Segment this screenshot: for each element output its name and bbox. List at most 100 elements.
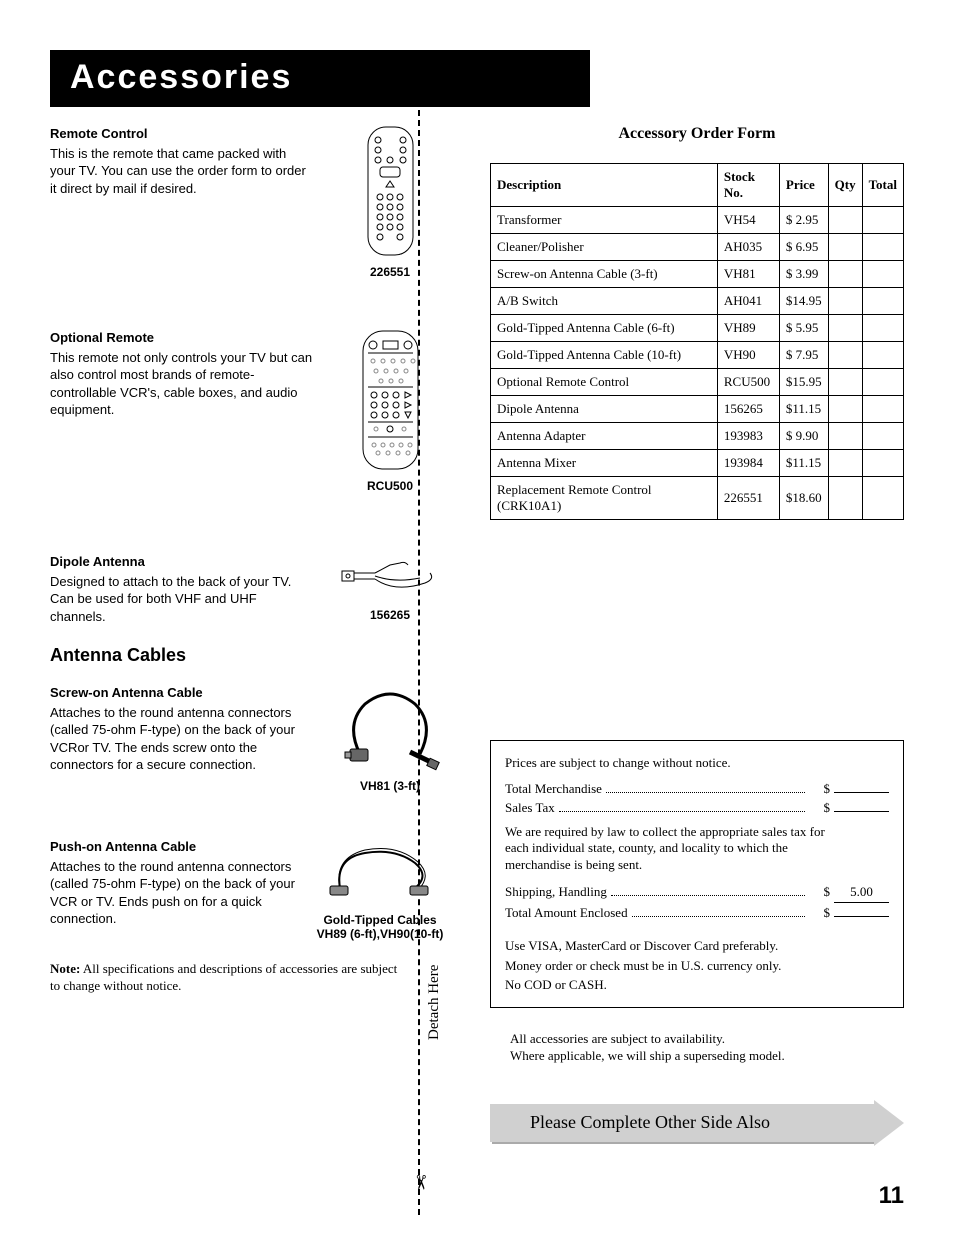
item-desc: Designed to attach to the back of your T…	[50, 573, 315, 626]
complete-other-side-banner: Please Complete Other Side Also	[490, 1100, 904, 1146]
row-label: Total Merchandise	[505, 779, 602, 799]
table-cell: Optional Remote Control	[491, 369, 718, 396]
table-row[interactable]: Gold-Tipped Antenna Cable (6-ft)VH89$ 5.…	[491, 315, 904, 342]
table-cell: 193984	[717, 450, 779, 477]
table-cell: Replacement Remote Control (CRK10A1)	[491, 477, 718, 520]
table-cell: $ 7.95	[779, 342, 828, 369]
cable-icon	[340, 684, 440, 774]
item-caption: VH81 (3-ft)	[330, 779, 450, 793]
table-cell: $ 5.95	[779, 315, 828, 342]
page-number: 11	[879, 1182, 904, 1210]
note-text: All specifications and descriptions of a…	[50, 961, 397, 993]
table-cell[interactable]	[862, 342, 903, 369]
table-cell[interactable]	[828, 369, 862, 396]
table-cell: 226551	[717, 477, 779, 520]
item-heading: Remote Control	[50, 125, 315, 143]
table-cell: $ 3.99	[779, 261, 828, 288]
remote-icon	[363, 125, 418, 260]
section-heading: Antenna Cables	[50, 645, 450, 666]
remote-icon	[358, 329, 423, 474]
table-row[interactable]: Dipole Antenna156265$11.15	[491, 396, 904, 423]
antenna-icon	[340, 553, 440, 603]
table-cell: 193983	[717, 423, 779, 450]
item-caption: VH89 (6-ft),VH90(10-ft)	[310, 927, 450, 941]
table-cell[interactable]	[862, 288, 903, 315]
table-cell: Antenna Adapter	[491, 423, 718, 450]
table-cell[interactable]	[828, 450, 862, 477]
accessory-item: Remote Control This is the remote that c…	[50, 125, 450, 279]
table-row[interactable]: Antenna Adapter193983$ 9.90	[491, 423, 904, 450]
total-enclosed-row[interactable]: Total Amount Enclosed $	[505, 903, 889, 923]
table-row[interactable]: Cleaner/PolisherAH035$ 6.95	[491, 234, 904, 261]
table-cell[interactable]	[828, 315, 862, 342]
col-price: Price	[779, 164, 828, 207]
table-cell[interactable]	[828, 423, 862, 450]
table-row[interactable]: Antenna Mixer193984$11.15	[491, 450, 904, 477]
sales-tax-row[interactable]: Sales Tax $	[505, 798, 889, 818]
order-table: Description Stock No. Price Qty Total Tr…	[490, 163, 904, 520]
table-row[interactable]: TransformerVH54$ 2.95	[491, 207, 904, 234]
table-cell: $ 6.95	[779, 234, 828, 261]
table-row[interactable]: Optional Remote ControlRCU500$15.95	[491, 369, 904, 396]
accessory-item: Screw-on Antenna Cable Attaches to the r…	[50, 684, 450, 793]
item-caption: RCU500	[330, 479, 450, 493]
table-cell[interactable]	[828, 207, 862, 234]
table-cell[interactable]	[862, 369, 903, 396]
item-desc: This is the remote that came packed with…	[50, 145, 315, 198]
table-cell: Transformer	[491, 207, 718, 234]
table-cell: $11.15	[779, 450, 828, 477]
table-row[interactable]: Screw-on Antenna Cable (3-ft)VH81$ 3.99	[491, 261, 904, 288]
item-desc: This remote not only controls your TV bu…	[50, 349, 315, 419]
table-cell[interactable]	[862, 396, 903, 423]
table-cell[interactable]	[828, 234, 862, 261]
table-cell[interactable]	[862, 315, 903, 342]
money-order-note: Money order or check must be in U.S. cur…	[505, 956, 889, 976]
table-cell[interactable]	[862, 450, 903, 477]
item-caption: Gold-Tipped Cables	[310, 913, 450, 927]
table-cell[interactable]	[828, 261, 862, 288]
avail-line: Where applicable, we will ship a superse…	[510, 1047, 904, 1065]
table-cell[interactable]	[862, 234, 903, 261]
price-notice: Prices are subject to change without not…	[505, 753, 889, 773]
item-heading: Dipole Antenna	[50, 553, 315, 571]
title-bar: Accessories	[50, 50, 590, 107]
table-cell: $14.95	[779, 288, 828, 315]
accessory-item: Dipole Antenna Designed to attach to the…	[50, 553, 450, 625]
table-cell: Antenna Mixer	[491, 450, 718, 477]
col-total: Total	[862, 164, 903, 207]
table-cell: VH89	[717, 315, 779, 342]
table-cell: AH041	[717, 288, 779, 315]
table-cell: A/B Switch	[491, 288, 718, 315]
table-cell: $18.60	[779, 477, 828, 520]
cable-icon	[325, 838, 435, 908]
col-description: Description	[491, 164, 718, 207]
table-cell: VH90	[717, 342, 779, 369]
table-cell[interactable]	[828, 288, 862, 315]
item-desc: Attaches to the round antenna connectors…	[50, 858, 295, 928]
table-cell[interactable]	[862, 261, 903, 288]
table-header-row: Description Stock No. Price Qty Total	[491, 164, 904, 207]
availability-note: All accessories are subject to availabil…	[510, 1030, 904, 1065]
table-row[interactable]: Replacement Remote Control (CRK10A1)2265…	[491, 477, 904, 520]
col-stock: Stock No.	[717, 164, 779, 207]
total-merchandise-row[interactable]: Total Merchandise $	[505, 779, 889, 799]
table-cell: $ 9.90	[779, 423, 828, 450]
table-cell[interactable]	[862, 207, 903, 234]
table-cell[interactable]	[828, 477, 862, 520]
note-label: Note:	[50, 961, 80, 976]
table-row[interactable]: Gold-Tipped Antenna Cable (10-ft)VH90$ 7…	[491, 342, 904, 369]
specs-note: Note: All specifications and description…	[50, 961, 410, 995]
cc-note: Use VISA, MasterCard or Discover Card pr…	[505, 936, 889, 956]
accessory-item: Push-on Antenna Cable Attaches to the ro…	[50, 838, 450, 941]
table-cell: Screw-on Antenna Cable (3-ft)	[491, 261, 718, 288]
item-heading: Push-on Antenna Cable	[50, 838, 295, 856]
table-cell[interactable]	[828, 342, 862, 369]
item-caption: 226551	[330, 265, 450, 279]
table-cell: AH035	[717, 234, 779, 261]
table-cell[interactable]	[828, 396, 862, 423]
scissors-icon: ✂	[408, 1174, 433, 1191]
table-row[interactable]: A/B SwitchAH041$14.95	[491, 288, 904, 315]
item-desc: Attaches to the round antenna connectors…	[50, 704, 315, 774]
table-cell[interactable]	[862, 423, 903, 450]
table-cell[interactable]	[862, 477, 903, 520]
